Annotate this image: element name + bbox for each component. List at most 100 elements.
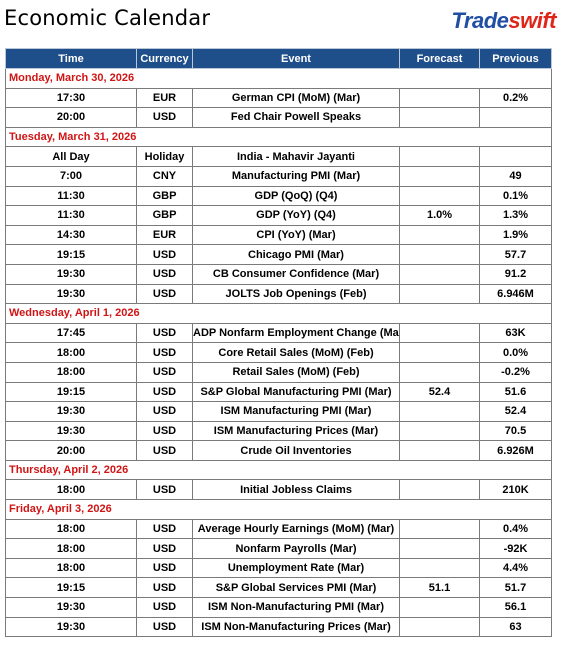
cell-time: 19:15: [5, 577, 137, 599]
column-header-time: Time: [5, 48, 137, 69]
cell-currency: USD: [136, 420, 193, 442]
cell-forecast: [399, 479, 480, 501]
date-label: Wednesday, April 1, 2026: [5, 303, 552, 324]
cell-event: GDP (QoQ) (Q4): [192, 185, 400, 207]
cell-currency: GBP: [136, 205, 193, 226]
cell-previous: [479, 146, 552, 167]
cell-forecast: 51.1: [399, 577, 480, 599]
cell-event: ISM Non-Manufacturing PMI (Mar): [192, 597, 400, 618]
table-row: 19:30 USD ISM Non-Manufacturing Prices (Ma…: [5, 616, 552, 638]
logo-text-trade: Trade: [451, 8, 509, 33]
cell-currency: CNY: [136, 165, 193, 187]
cell-time: 19:15: [5, 381, 137, 403]
cell-currency: USD: [136, 381, 193, 403]
cell-time: 18:00: [5, 538, 137, 559]
table-row: 19:30 USD ISM Non-Manufacturing PMI (Mar) 5…: [5, 597, 552, 618]
table-row: 17:45 USD ADP Nonfarm Employment Change (M…: [5, 322, 552, 344]
cell-forecast: [399, 244, 480, 265]
date-row: Tuesday, March 31, 2026: [5, 126, 552, 148]
cell-forecast: [399, 557, 480, 579]
cell-forecast: [399, 361, 480, 383]
cell-event: ISM Manufacturing PMI (Mar): [192, 401, 400, 422]
cell-forecast: [399, 401, 480, 422]
table-row: 19:15 USD Chicago PMI (Mar) 57.7: [5, 244, 552, 265]
cell-event: ISM Manufacturing Prices (Mar): [192, 420, 400, 442]
cell-forecast: [399, 597, 480, 618]
cell-currency: Holiday: [136, 146, 193, 167]
cell-time: 14:30: [5, 224, 137, 246]
cell-time: 18:00: [5, 479, 137, 501]
cell-time: 20:00: [5, 440, 137, 461]
table-row: 19:15 USD S&P Global Services PMI (Mar) 51.…: [5, 577, 552, 599]
cell-previous: 70.5: [479, 420, 552, 442]
cell-currency: USD: [136, 401, 193, 422]
column-header-currency: Currency: [136, 48, 193, 69]
date-label: Friday, April 3, 2026: [5, 499, 552, 520]
cell-time: 19:30: [5, 420, 137, 442]
cell-previous: -0.2%: [479, 361, 552, 383]
cell-currency: EUR: [136, 87, 193, 109]
cell-previous: 51.6: [479, 381, 552, 403]
date-row: Wednesday, April 1, 2026: [5, 303, 552, 324]
cell-event: Average Hourly Earnings (MoM) (Mar): [192, 518, 400, 540]
cell-previous: 49: [479, 165, 552, 187]
cell-event: S&P Global Services PMI (Mar): [192, 577, 400, 599]
cell-forecast: [399, 107, 480, 128]
cell-event: Core Retail Sales (MoM) (Feb): [192, 342, 400, 363]
table-row: 19:15 USD S&P Global Manufacturing PMI (Ma…: [5, 381, 552, 403]
cell-time: 11:30: [5, 185, 137, 207]
economic-calendar-table: Time Currency Event Forecast Previous Mo…: [5, 48, 552, 638]
cell-currency: USD: [136, 361, 193, 383]
cell-time: All Day: [5, 146, 137, 167]
cell-forecast: [399, 224, 480, 246]
table-row: 11:30 GBP GDP (YoY) (Q4) 1.0% 1.3%: [5, 205, 552, 226]
cell-previous: 0.1%: [479, 185, 552, 207]
cell-previous: 51.7: [479, 577, 552, 599]
cell-currency: USD: [136, 440, 193, 461]
cell-currency: USD: [136, 616, 193, 638]
cell-forecast: [399, 283, 480, 305]
cell-time: 18:00: [5, 361, 137, 383]
column-header-event: Event: [192, 48, 400, 69]
cell-forecast: [399, 616, 480, 638]
cell-event: S&P Global Manufacturing PMI (Mar): [192, 381, 400, 403]
cell-time: 17:30: [5, 87, 137, 109]
table-row: 18:00 USD Average Hourly Earnings (MoM) (M…: [5, 518, 552, 540]
table-row: 17:30 EUR German CPI (MoM) (Mar) 0.2%: [5, 87, 552, 109]
cell-time: 19:15: [5, 244, 137, 265]
cell-event: ISM Non-Manufacturing Prices (Mar): [192, 616, 400, 638]
cell-previous: 4.4%: [479, 557, 552, 579]
cell-event: German CPI (MoM) (Mar): [192, 87, 400, 109]
cell-currency: USD: [136, 322, 193, 344]
table-row: 18:00 USD Unemployment Rate (Mar) 4.4%: [5, 557, 552, 579]
cell-previous: 0.4%: [479, 518, 552, 540]
date-label: Monday, March 30, 2026: [5, 68, 552, 89]
cell-currency: USD: [136, 577, 193, 599]
cell-event: JOLTS Job Openings (Feb): [192, 283, 400, 305]
cell-forecast: [399, 146, 480, 167]
cell-event: Manufacturing PMI (Mar): [192, 165, 400, 187]
cell-currency: GBP: [136, 185, 193, 207]
cell-currency: USD: [136, 479, 193, 501]
table-row: 18:00 USD Core Retail Sales (MoM) (Feb) 0.0…: [5, 342, 552, 363]
cell-previous: 56.1: [479, 597, 552, 618]
table-row: 19:30 USD JOLTS Job Openings (Feb) 6.946M: [5, 283, 552, 305]
table-header-row: Time Currency Event Forecast Previous: [5, 48, 552, 69]
cell-forecast: [399, 322, 480, 344]
cell-previous: -92K: [479, 538, 552, 559]
table-row: 7:00 CNY Manufacturing PMI (Mar) 49: [5, 165, 552, 187]
table-row: 18:00 USD Initial Jobless Claims 210K: [5, 479, 552, 501]
cell-currency: USD: [136, 538, 193, 559]
cell-previous: 6.946M: [479, 283, 552, 305]
cell-previous: 1.3%: [479, 205, 552, 226]
cell-forecast: [399, 518, 480, 540]
cell-event: India - Mahavir Jayanti: [192, 146, 400, 167]
cell-event: Nonfarm Payrolls (Mar): [192, 538, 400, 559]
date-label: Thursday, April 2, 2026: [5, 459, 552, 481]
cell-time: 19:30: [5, 401, 137, 422]
cell-currency: USD: [136, 263, 193, 285]
cell-previous: 91.2: [479, 263, 552, 285]
table-row: 20:00 USD Fed Chair Powell Speaks: [5, 107, 552, 128]
cell-forecast: [399, 538, 480, 559]
table-row: 18:00 USD Nonfarm Payrolls (Mar) -92K: [5, 538, 552, 559]
